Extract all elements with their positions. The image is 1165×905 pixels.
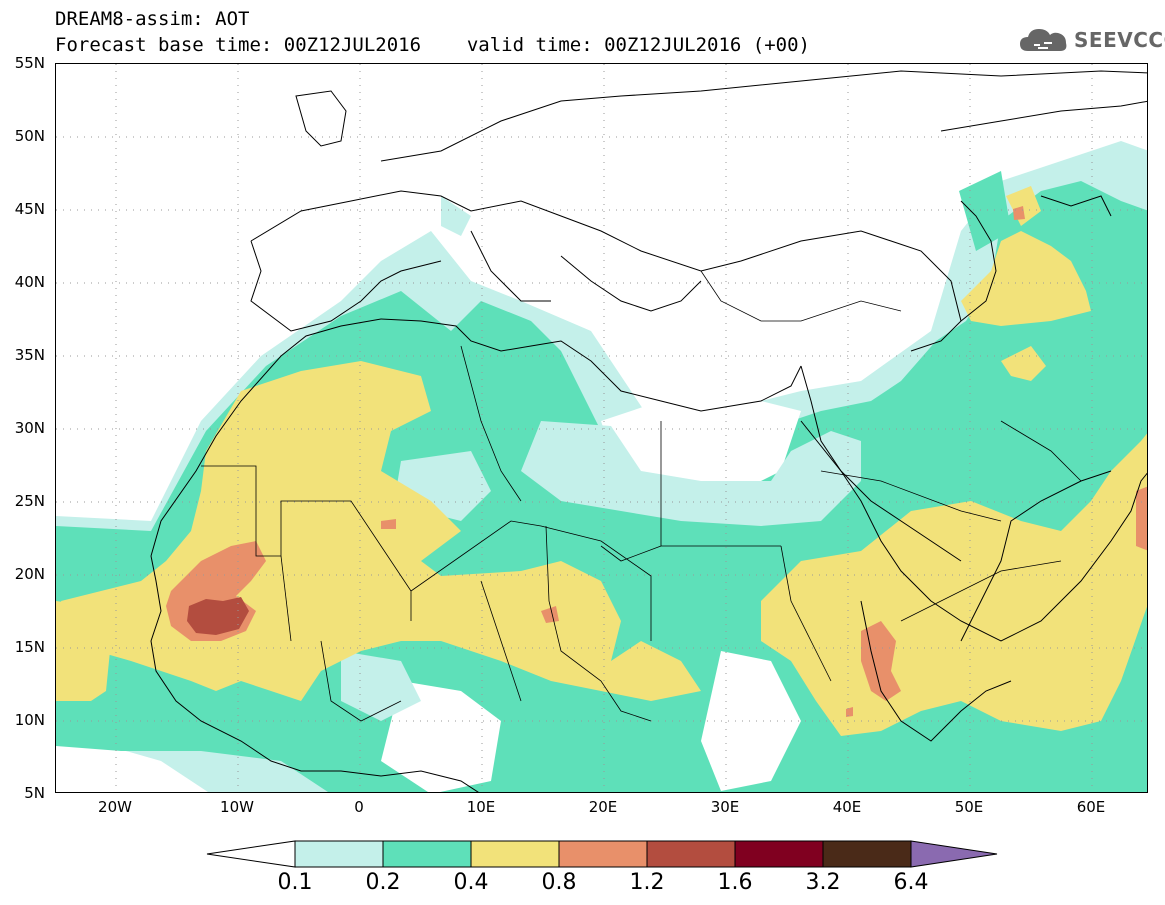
lat-label: 25N [14, 492, 45, 510]
lat-label: 35N [14, 346, 45, 364]
lon-label: 40E [832, 798, 862, 816]
lon-label: 0 [354, 798, 364, 816]
aot-map[interactable] [55, 63, 1148, 793]
lon-label: 10E [466, 798, 496, 816]
lon-label: 30E [710, 798, 740, 816]
colorbar-swatch [382, 840, 472, 868]
colorbar-swatch [470, 840, 560, 868]
lat-label: 55N [14, 54, 45, 72]
colorbar-over-arrow [910, 840, 998, 868]
lat-label: 5N [24, 784, 45, 802]
aot-1.2-1.6-field [187, 597, 249, 635]
cloud-icon [1020, 29, 1067, 51]
colorbar-swatch [734, 840, 824, 868]
country-borders [201, 270, 1082, 722]
colorbar-label: 0.4 [453, 870, 489, 895]
lat-label: 10N [14, 711, 45, 729]
lon-label: 50E [954, 798, 984, 816]
lat-label: 30N [14, 419, 45, 437]
lat-label: 50N [14, 127, 45, 145]
lat-label: 15N [14, 638, 45, 656]
lon-label: 20E [588, 798, 618, 816]
colorbar-label: 6.4 [893, 870, 929, 895]
colorbar-label: 0.1 [277, 870, 313, 895]
map-title: DREAM8-assim: AOT [55, 8, 250, 30]
colorbar-swatch [294, 840, 384, 868]
colorbar-swatch [822, 840, 912, 868]
lat-label: 40N [14, 273, 45, 291]
coastlines [150, 70, 1147, 792]
aot-map-canvas [56, 64, 1147, 792]
lat-label: 20N [14, 565, 45, 583]
valid-time-label: valid time: 00Z12JUL2016 (+00) [466, 34, 810, 56]
colorbar [206, 840, 998, 868]
logo-text: SEEVCCC [1074, 28, 1165, 52]
base-time-label: Forecast base time: 00Z12JUL2016 [55, 34, 422, 56]
colorbar-label: 1.6 [717, 870, 753, 895]
forecast-time-line: Forecast base time: 00Z12JUL2016 valid t… [55, 34, 810, 56]
colorbar-label: 3.2 [805, 870, 841, 895]
lon-label: 10W [220, 798, 254, 816]
colorbar-swatch [646, 840, 736, 868]
seevccc-logo: SEEVCCC [1018, 24, 1165, 56]
colorbar-label: 1.2 [629, 870, 665, 895]
colorbar-label: 0.8 [541, 870, 577, 895]
colorbar-label: 0.2 [365, 870, 401, 895]
lon-label: 60E [1076, 798, 1106, 816]
graticule [56, 64, 1147, 792]
colorbar-swatch [558, 840, 648, 868]
lon-label: 20W [98, 798, 132, 816]
lat-label: 45N [14, 200, 45, 218]
colorbar-under-arrow [206, 840, 296, 868]
